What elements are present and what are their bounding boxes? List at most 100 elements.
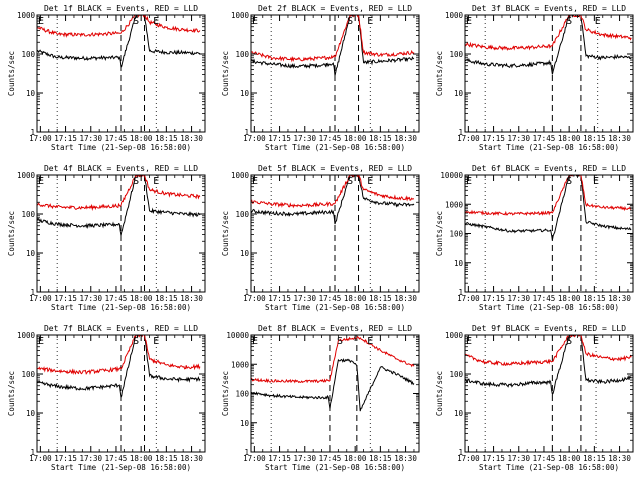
phase-marker-label: S [566, 336, 572, 347]
x-tick-label: 18:30 [180, 134, 203, 143]
x-tick-label: 18:15 [155, 134, 178, 143]
phase-marker-label: E [466, 336, 472, 347]
x-tick-label: 17:15 [482, 454, 505, 463]
plot-area-frame [250, 334, 420, 453]
x-tick-label: 18:00 [130, 294, 153, 303]
y-tick-label: 100 [235, 210, 249, 219]
phase-marker-label: E [153, 336, 159, 347]
y-axis-label: Counts/sec [435, 371, 444, 416]
x-axis-label: Start Time (21-Sep-08 16:58:00) [51, 463, 191, 472]
series-line-events [37, 335, 201, 400]
x-tick-label: 18:00 [558, 134, 581, 143]
y-tick-label: 10 [26, 249, 36, 258]
series-line-lld [251, 15, 415, 63]
x-tick-label: 18:00 [344, 294, 367, 303]
x-tick-label: 17:30 [79, 454, 102, 463]
y-axis-label: Counts/sec [7, 51, 16, 96]
x-axis-label: Start Time (21-Sep-08 16:58:00) [479, 463, 619, 472]
x-tick-label: 18:30 [180, 294, 203, 303]
x-tick-label: 17:30 [79, 294, 102, 303]
y-tick-label: 10000 [226, 331, 249, 340]
y-tick-label: 1000 [231, 360, 250, 369]
x-tick-label: 17:45 [319, 134, 342, 143]
series-line-lld [37, 335, 201, 376]
x-tick-label: 17:00 [29, 454, 52, 463]
y-tick-label: 100 [235, 390, 249, 399]
phase-marker-label: S [133, 336, 139, 347]
x-tick-label: 17:15 [54, 294, 77, 303]
x-tick-label: 18:30 [394, 454, 417, 463]
y-tick-label: 1 [458, 288, 463, 297]
phase-marker-label: E [38, 16, 44, 27]
x-tick-label: 17:45 [105, 134, 128, 143]
phase-marker-label: E [38, 176, 44, 187]
y-axis-label: Counts/sec [7, 371, 16, 416]
x-axis-label: Start Time (21-Sep-08 16:58:00) [265, 143, 405, 152]
x-tick-label: 17:45 [533, 454, 556, 463]
phase-marker-label: E [367, 16, 373, 27]
x-tick-label: 17:30 [293, 134, 316, 143]
x-tick-label: 18:15 [583, 454, 606, 463]
phase-marker-label: E [595, 16, 601, 27]
y-tick-label: 1 [30, 448, 35, 457]
y-tick-label: 10 [454, 259, 464, 268]
x-tick-label: 18:00 [344, 454, 367, 463]
y-axis-label: Counts/sec [435, 51, 444, 96]
x-tick-label: 17:30 [507, 134, 530, 143]
panel-title: Det 6f BLACK = Events, RED = LLD [472, 164, 626, 173]
series-line-lld [465, 15, 632, 51]
y-axis-label: Counts/sec [221, 371, 230, 416]
series-line-events [37, 175, 201, 236]
x-tick-label: 17:45 [319, 294, 342, 303]
x-tick-label: 17:15 [482, 294, 505, 303]
y-tick-label: 10000 [440, 171, 463, 180]
x-tick-label: 17:00 [243, 294, 266, 303]
x-tick-label: 18:30 [608, 134, 631, 143]
y-tick-label: 1 [244, 288, 249, 297]
panel-title: Det 3f BLACK = Events, RED = LLD [472, 4, 626, 13]
y-tick-label: 100 [449, 370, 463, 379]
y-tick-label: 1000 [17, 11, 36, 20]
x-tick-label: 17:00 [243, 134, 266, 143]
x-tick-label: 17:45 [533, 134, 556, 143]
phase-marker-label: E [593, 176, 599, 187]
phase-marker-label: E [593, 336, 599, 347]
y-tick-label: 1000 [231, 11, 250, 20]
x-tick-label: 18:30 [180, 454, 203, 463]
x-tick-label: 17:45 [319, 454, 342, 463]
detector-panel-7: Det 7f BLACK = Events, RED = LLD 1 10 100 10… [7, 324, 206, 472]
y-tick-label: 10 [240, 249, 250, 258]
plot-area-frame [36, 14, 206, 133]
detector-panel-8: Det 8f BLACK = Events, RED = LLD 1 10 100 10… [221, 324, 420, 472]
x-tick-label: 18:15 [155, 294, 178, 303]
x-tick-label: 18:15 [369, 454, 392, 463]
phase-marker-label: E [252, 336, 258, 347]
x-tick-label: 18:30 [394, 134, 417, 143]
panel-title: Det 2f BLACK = Events, RED = LLD [258, 4, 412, 13]
x-tick-label: 18:15 [369, 134, 392, 143]
x-tick-label: 17:00 [457, 134, 480, 143]
series-line-events [37, 15, 201, 69]
x-tick-label: 18:15 [369, 294, 392, 303]
y-tick-label: 10 [454, 89, 464, 98]
plot-area-frame [464, 334, 634, 453]
series-line-lld [37, 15, 201, 38]
y-tick-label: 1 [30, 128, 35, 137]
x-tick-label: 18:30 [608, 294, 631, 303]
series-line-lld [465, 175, 632, 216]
x-tick-label: 18:00 [558, 454, 581, 463]
phase-marker-label: E [367, 336, 373, 347]
x-tick-label: 17:30 [507, 454, 530, 463]
y-tick-label: 1000 [231, 171, 250, 180]
y-tick-label: 10 [240, 419, 250, 428]
phase-marker-label: E [252, 176, 258, 187]
x-tick-label: 17:30 [79, 134, 102, 143]
y-tick-label: 10 [454, 409, 464, 418]
y-tick-label: 1 [458, 128, 463, 137]
series-line-events [251, 175, 415, 225]
y-tick-label: 100 [449, 50, 463, 59]
x-tick-label: 18:15 [583, 294, 606, 303]
phase-marker-label: S [566, 176, 572, 187]
series-line-events [251, 15, 415, 76]
